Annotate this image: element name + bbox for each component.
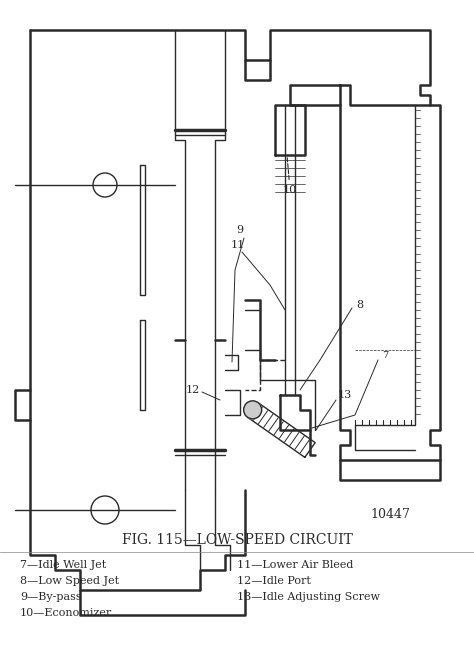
Text: 11: 11 [231,240,245,250]
Text: 12—Idle Port: 12—Idle Port [237,576,311,586]
Text: 9: 9 [237,225,244,235]
Text: 11—Lower Air Bleed: 11—Lower Air Bleed [237,560,354,570]
Text: 8: 8 [356,300,364,310]
Circle shape [244,401,262,419]
Text: 10—Economizer: 10—Economizer [20,608,112,618]
Text: 7: 7 [382,350,388,359]
Text: 8—Low Speed Jet: 8—Low Speed Jet [20,576,119,586]
Text: 10: 10 [283,158,297,195]
Text: 13—Idle Adjusting Screw: 13—Idle Adjusting Screw [237,592,380,602]
Text: FIG. 115—LOW-SPEED CIRCUIT: FIG. 115—LOW-SPEED CIRCUIT [121,533,353,547]
Text: 13: 13 [338,390,352,400]
Text: 9—By-pass: 9—By-pass [20,592,82,602]
Text: 7—Idle Well Jet: 7—Idle Well Jet [20,560,106,570]
Text: 10447: 10447 [370,508,410,522]
Text: 12: 12 [186,385,200,395]
